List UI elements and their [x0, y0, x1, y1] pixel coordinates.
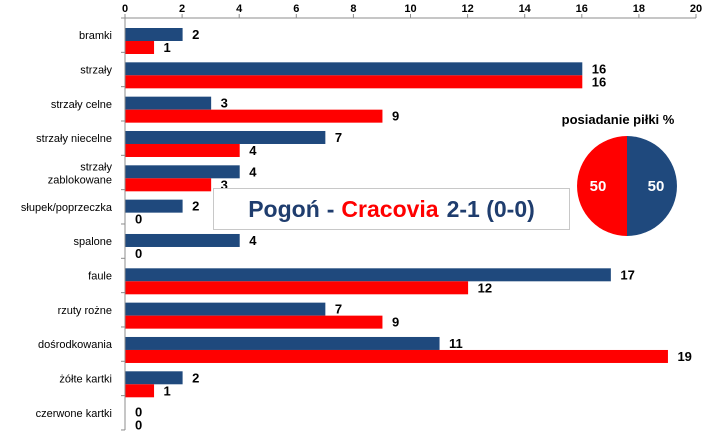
category-label: słupek/poprzeczka: [21, 202, 113, 214]
category-label: bramki: [79, 30, 112, 42]
data-label: 17: [620, 267, 634, 282]
data-label: 4: [249, 143, 257, 158]
data-label: 7: [335, 130, 342, 145]
data-label: 9: [392, 109, 399, 124]
x-tick-label: 16: [576, 3, 588, 15]
bar-away: [125, 315, 383, 329]
score-separator: -: [326, 195, 335, 222]
data-label: 2: [192, 27, 199, 42]
data-label: 11: [449, 336, 463, 351]
data-label: 16: [592, 61, 606, 76]
data-label: 0: [135, 246, 142, 261]
bars: [125, 28, 668, 398]
x-tick-label: 10: [404, 3, 416, 15]
pie-title: posiadanie piłki %: [562, 112, 675, 127]
possession-pie: posiadanie piłki % 50 50: [562, 112, 677, 236]
home-team-name: Pogoń: [248, 195, 320, 222]
x-axis: 0 2 4 6 8 10 12 14 16 18 20: [121, 3, 702, 431]
bar-home: [125, 336, 440, 350]
category-label: faule: [88, 270, 112, 282]
data-label: 3: [221, 177, 228, 192]
x-tick-label: 12: [461, 3, 473, 15]
bar-away: [125, 281, 469, 295]
data-label: 2: [192, 370, 199, 385]
x-tick-label: 20: [690, 3, 702, 15]
bar-away: [125, 41, 155, 54]
data-label: 19: [677, 349, 691, 364]
bar-away: [125, 178, 212, 192]
away-team-name: Cracovia: [341, 195, 439, 222]
data-label: 2: [192, 199, 199, 214]
data-label: 1: [164, 40, 171, 55]
x-tick-label: 4: [236, 3, 243, 15]
category-labels: bramki strzały strzały celne strzały niecel…: [21, 30, 113, 420]
bar-home: [125, 130, 326, 144]
data-label: 12: [478, 280, 492, 295]
data-label: 4: [249, 233, 257, 248]
category-label: spalone: [73, 236, 112, 248]
x-tick-label: 2: [179, 3, 185, 15]
category-label: strzały zablokowane: [48, 161, 113, 186]
bar-home: [125, 371, 183, 385]
data-label: 0: [135, 418, 142, 433]
category-label: strzały niecelne: [36, 133, 112, 145]
match-result: 2-1 (0-0): [446, 195, 535, 222]
x-tick-label: 18: [633, 3, 645, 15]
data-label: 0: [135, 212, 142, 227]
bar-home: [125, 165, 240, 179]
x-tick-label: 8: [350, 3, 356, 15]
bar-home: [125, 62, 583, 76]
bar-away: [125, 349, 668, 363]
x-tick-label: 6: [293, 3, 299, 15]
data-label: 16: [592, 74, 606, 89]
data-label: 4: [249, 164, 257, 179]
pie-slice-label: 50: [648, 178, 665, 195]
data-label: 0: [135, 405, 142, 420]
data-label: 1: [164, 383, 171, 398]
bar-away: [125, 143, 240, 157]
bar-away: [125, 109, 383, 123]
category-label: czerwone kartki: [36, 408, 112, 420]
bar-home: [125, 199, 183, 213]
bar-home: [125, 268, 611, 282]
bar-away: [125, 384, 155, 398]
x-tick-label: 0: [122, 3, 128, 15]
category-label: żółte kartki: [59, 373, 112, 385]
data-label: 3: [221, 96, 228, 111]
data-label: 9: [392, 315, 399, 330]
pie-slice: [577, 136, 627, 236]
category-label: strzały: [80, 64, 112, 76]
bar-home: [125, 233, 240, 247]
match-score-box: Pogoń - Cracovia 2-1 (0-0): [213, 188, 570, 230]
x-tick-label: 14: [519, 3, 532, 15]
pie-slice: [627, 136, 677, 236]
bar-home: [125, 302, 326, 316]
category-label: rzuty rożne: [58, 305, 112, 317]
pie-slice-label: 50: [590, 178, 607, 195]
data-label: 7: [335, 302, 342, 317]
bar-home: [125, 28, 183, 41]
category-label: dośrodkowania: [38, 339, 113, 351]
category-label: strzały celne: [51, 99, 112, 111]
bar-away: [125, 75, 583, 89]
bar-home: [125, 96, 212, 110]
